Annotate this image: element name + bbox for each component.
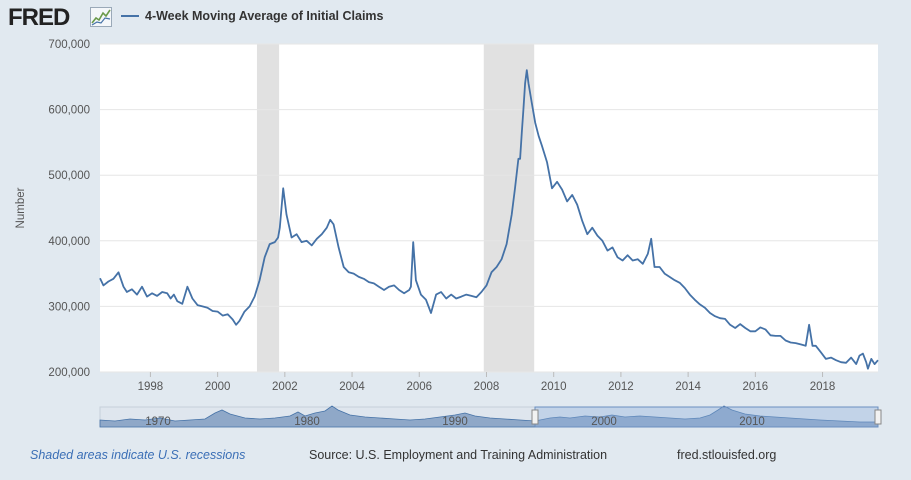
y-tick-label: 700,000 — [48, 39, 90, 51]
x-tick-label: 2002 — [272, 381, 298, 393]
legend[interactable]: 4-Week Moving Average of Initial Claims — [121, 9, 384, 23]
y-axis-label: Number — [15, 187, 27, 228]
recession-band-0 — [256, 44, 280, 372]
site-url[interactable]: fred.stlouisfed.org — [677, 448, 777, 462]
navigator-labels: 1970 1980 1990 2000 2010 — [145, 416, 765, 428]
y-tick-label: 500,000 — [48, 170, 90, 182]
x-tick-label: 2006 — [406, 381, 432, 393]
recession-note[interactable]: Shaded areas indicate U.S. recessions — [30, 448, 246, 462]
navigator-label: 2000 — [591, 416, 617, 428]
range-navigator[interactable]: 1970 1980 1990 2000 2010 — [99, 405, 882, 428]
navigator-area — [99, 405, 879, 428]
header: FRED 4-Week Moving Average of Initial Cl… — [0, 0, 911, 34]
legend-label: 4-Week Moving Average of Initial Claims — [145, 9, 384, 23]
navigator-handle-left — [531, 409, 539, 425]
grid-lines — [100, 43, 878, 373]
recession-bands — [256, 44, 535, 372]
x-tick-label: 2016 — [743, 381, 769, 393]
navigator-label: 1990 — [442, 416, 468, 428]
x-axis-ticks: 1998 2000 2002 2004 2006 2008 2010 2012 2014 2016… — [138, 372, 836, 393]
x-tick-label: 2004 — [339, 381, 365, 393]
x-tick-label: 2018 — [810, 381, 836, 393]
line-chart-icon — [90, 7, 112, 27]
fred-logo[interactable]: FRED — [8, 4, 70, 31]
navigator-selection — [534, 406, 879, 428]
y-tick-label: 400,000 — [48, 236, 90, 248]
navigator-label: 1970 — [145, 416, 171, 428]
navigator-handle-right — [874, 409, 882, 425]
navigator-label: 2010 — [739, 416, 765, 428]
navigator-label: 1980 — [294, 416, 320, 428]
y-tick-label: 600,000 — [48, 105, 90, 117]
x-tick-label: 2000 — [205, 381, 231, 393]
x-tick-label: 1998 — [138, 381, 164, 393]
footer: Shaded areas indicate U.S. recessions So… — [0, 440, 911, 470]
y-tick-label: 200,000 — [48, 367, 90, 379]
y-axis-ticks: 200,000 300,000 400,000 500,000 600,000 700,0… — [48, 39, 90, 379]
legend-swatch — [121, 14, 139, 17]
series-line[interactable] — [99, 69, 879, 370]
x-tick-label: 2008 — [474, 381, 500, 393]
recession-band-1 — [483, 44, 535, 372]
chart: 200,000 300,000 400,000 500,000 600,000 700,0… — [15, 39, 882, 428]
x-tick-label: 2010 — [541, 381, 567, 393]
x-tick-label: 2014 — [675, 381, 701, 393]
y-tick-label: 300,000 — [48, 301, 90, 313]
series-line-layer — [99, 69, 879, 370]
x-tick-label: 2012 — [608, 381, 634, 393]
source-text: Source: U.S. Employment and Training Adm… — [309, 448, 608, 462]
